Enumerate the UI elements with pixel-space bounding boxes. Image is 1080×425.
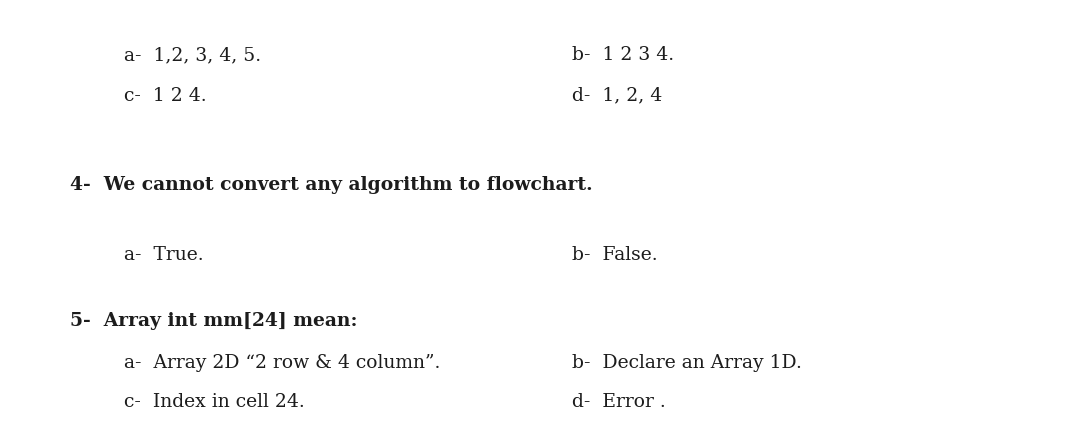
Text: 4-  We cannot convert any algorithm to flowchart.: 4- We cannot convert any algorithm to fl… — [70, 176, 593, 194]
Text: d-  Error .: d- Error . — [572, 393, 666, 411]
Text: a-  True.: a- True. — [124, 246, 204, 264]
Text: b-  1 2 3 4.: b- 1 2 3 4. — [572, 46, 675, 64]
Text: a-  1,2, 3, 4, 5.: a- 1,2, 3, 4, 5. — [124, 46, 261, 64]
Text: c-  1 2 4.: c- 1 2 4. — [124, 87, 207, 105]
Text: d-  1, 2, 4: d- 1, 2, 4 — [572, 87, 663, 105]
Text: 5-  Array int mm[24] mean:: 5- Array int mm[24] mean: — [70, 312, 357, 330]
Text: c-  Index in cell 24.: c- Index in cell 24. — [124, 393, 305, 411]
Text: b-  Declare an Array 1D.: b- Declare an Array 1D. — [572, 354, 802, 372]
Text: b-  False.: b- False. — [572, 246, 658, 264]
Text: a-  Array 2D “2 row & 4 column”.: a- Array 2D “2 row & 4 column”. — [124, 354, 441, 372]
